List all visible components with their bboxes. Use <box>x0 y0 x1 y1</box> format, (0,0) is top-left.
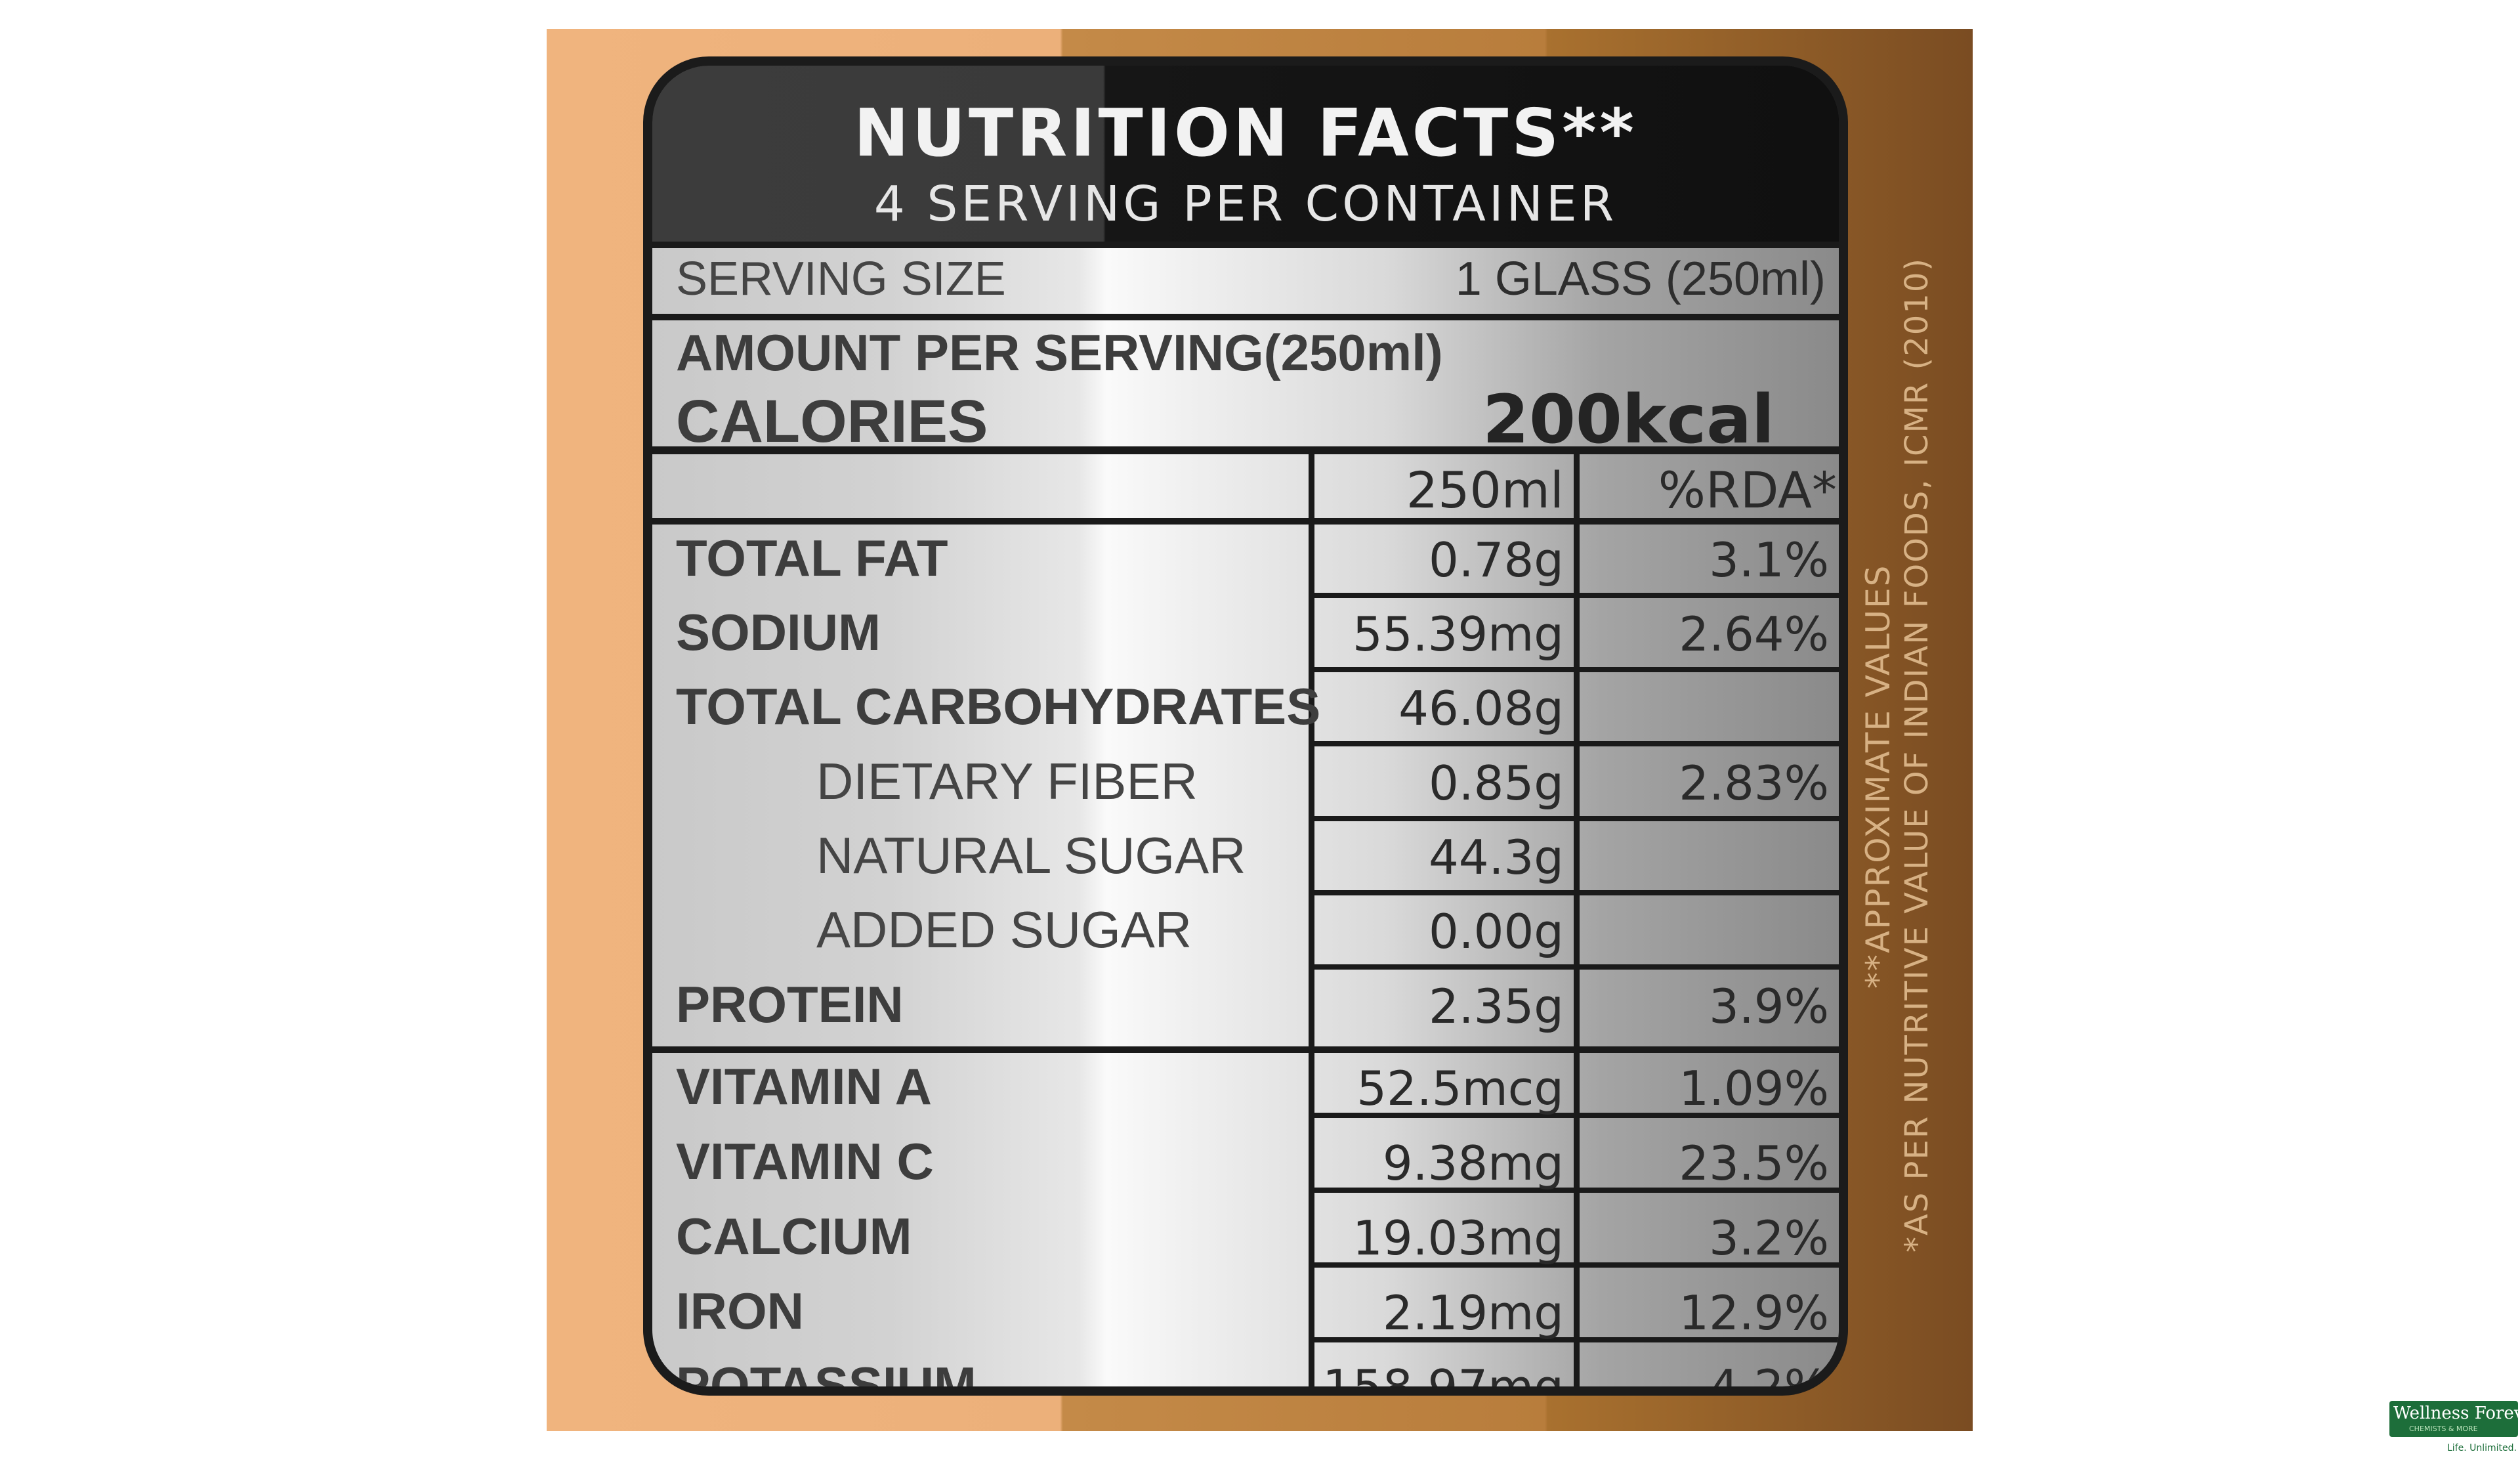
nutrient-name: PROTEIN <box>676 976 904 1033</box>
cell-divider <box>1309 964 1839 970</box>
wellness-forever-logo: Wellness Forever CHEMISTS & MORE Life. U… <box>2389 1401 2520 1456</box>
cell-divider <box>1309 1188 1839 1193</box>
panel-title: NUTRITION FACTS** <box>854 95 1637 171</box>
nutrient-amount: 2.35g <box>1428 979 1564 1034</box>
nutrient-rda: 3.9% <box>1709 979 1829 1034</box>
logo-brand-name: Wellness Forever <box>2393 1404 2520 1423</box>
nutrient-name: POTASSIUM <box>676 1356 976 1396</box>
cell-divider <box>1309 667 1839 672</box>
nutrient-amount: 46.08g <box>1398 681 1564 736</box>
panel-header: NUTRITION FACTS** 4 SERVING PER CONTAINE… <box>652 66 1839 242</box>
nutrient-name: IRON <box>676 1282 804 1340</box>
amount-per-serving-label: AMOUNT PER SERVING(250ml) <box>676 324 1443 381</box>
cell-divider <box>1309 1262 1839 1268</box>
nutrient-name: TOTAL FAT <box>676 529 948 587</box>
nutrient-rda: 4.2% <box>1709 1360 1829 1396</box>
logo-tagline: Life. Unlimited. <box>2447 1443 2517 1453</box>
calories-value: 200kcal <box>1482 381 1774 459</box>
nutrient-amount: 52.5mcg <box>1356 1061 1564 1116</box>
logo-subtitle: CHEMISTS & MORE <box>2409 1425 2478 1433</box>
nutrient-rda: 3.2% <box>1709 1211 1829 1266</box>
nutrient-rda: 2.64% <box>1679 607 1829 662</box>
column-separator <box>1309 446 1314 1386</box>
cell-divider <box>1309 890 1839 895</box>
nutrient-name: VITAMIN A <box>676 1058 932 1115</box>
product-label-photo: NUTRITION FACTS** 4 SERVING PER CONTAINE… <box>547 29 1973 1431</box>
footnote-approximate-values: **APPROXIMATE VALUES <box>1859 564 1897 989</box>
serving-size-label: SERVING SIZE <box>676 253 1006 305</box>
divider <box>652 1046 1839 1053</box>
nutrient-amount: 2.19mg <box>1382 1285 1564 1340</box>
nutrient-name: CALCIUM <box>676 1207 912 1265</box>
column-header-rda: %RDA* <box>1658 461 1837 519</box>
nutrient-amount: 44.3g <box>1428 830 1564 885</box>
nutrient-rda: 12.9% <box>1679 1285 1829 1340</box>
divider <box>652 446 1839 454</box>
divider <box>652 518 1839 525</box>
serving-size-value: 1 GLASS (250ml) <box>1455 253 1826 305</box>
nutrient-amount: 0.85g <box>1428 756 1564 811</box>
cell-divider <box>1309 741 1839 746</box>
cell-divider <box>1309 1337 1839 1342</box>
logo-badge: Wellness Forever CHEMISTS & MORE <box>2389 1401 2520 1437</box>
cell-divider <box>1309 1113 1839 1118</box>
nutrient-name: VITAMIN C <box>676 1132 934 1190</box>
servings-per-container: 4 SERVING PER CONTAINER <box>873 176 1618 232</box>
nutrient-amount: 9.38mg <box>1382 1136 1564 1191</box>
footnote-rda-source: *AS PER NUTRITIVE VALUE OF INDIAN FOODS,… <box>1899 257 1935 1253</box>
nutrient-rda: 2.83% <box>1679 756 1829 811</box>
nutrient-amount: 0.00g <box>1428 904 1564 959</box>
nutrient-rda: 23.5% <box>1679 1136 1829 1191</box>
cell-divider <box>1309 816 1839 821</box>
nutrient-amount: 158.97mg <box>1322 1360 1564 1396</box>
nutrient-name: ADDED SUGAR <box>816 901 1192 958</box>
nutrient-name: NATURAL SUGAR <box>816 826 1246 884</box>
column-separator <box>1574 446 1580 1386</box>
cell-divider <box>1309 593 1839 598</box>
column-header-amount: 250ml <box>1406 461 1564 519</box>
nutrition-facts-panel: NUTRITION FACTS** 4 SERVING PER CONTAINE… <box>643 56 1848 1396</box>
divider <box>652 314 1839 320</box>
nutrient-name: SODIUM <box>676 603 881 661</box>
calories-label: CALORIES <box>676 388 988 455</box>
nutrient-name: TOTAL CARBOHYDRATES <box>676 677 1321 735</box>
nutrient-rda: 3.1% <box>1709 532 1829 588</box>
divider <box>652 242 1839 248</box>
nutrient-name: DIETARY FIBER <box>816 752 1198 810</box>
nutrient-amount: 0.78g <box>1428 532 1564 588</box>
nutrient-amount: 55.39mg <box>1353 607 1564 662</box>
nutrition-table: SERVING SIZE 1 GLASS (250ml) AMOUNT PER … <box>652 242 1839 1386</box>
nutrient-rda: 1.09% <box>1679 1061 1829 1116</box>
nutrient-amount: 19.03mg <box>1353 1211 1564 1266</box>
